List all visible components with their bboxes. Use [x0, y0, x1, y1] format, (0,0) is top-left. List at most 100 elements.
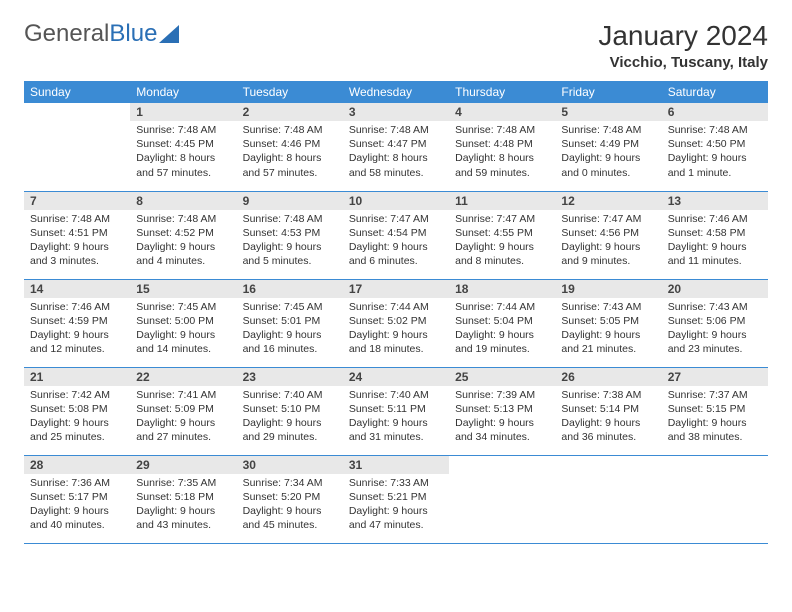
- calendar-day-cell: [24, 103, 130, 191]
- day-details: Sunrise: 7:43 AMSunset: 5:06 PMDaylight:…: [662, 298, 768, 361]
- calendar-day-cell: 4Sunrise: 7:48 AMSunset: 4:48 PMDaylight…: [449, 103, 555, 191]
- weekday-header: Tuesday: [237, 81, 343, 103]
- day-details: Sunrise: 7:35 AMSunset: 5:18 PMDaylight:…: [130, 474, 236, 537]
- day-number: 25: [449, 368, 555, 386]
- logo-triangle-icon: [159, 25, 179, 43]
- weekday-header: Saturday: [662, 81, 768, 103]
- calendar-week-row: 14Sunrise: 7:46 AMSunset: 4:59 PMDayligh…: [24, 279, 768, 367]
- day-details: Sunrise: 7:48 AMSunset: 4:48 PMDaylight:…: [449, 121, 555, 184]
- day-number: 24: [343, 368, 449, 386]
- day-number: 1: [130, 103, 236, 121]
- calendar-day-cell: 7Sunrise: 7:48 AMSunset: 4:51 PMDaylight…: [24, 191, 130, 279]
- day-details: Sunrise: 7:48 AMSunset: 4:47 PMDaylight:…: [343, 121, 449, 184]
- weekday-header: Thursday: [449, 81, 555, 103]
- logo-text-2: Blue: [109, 20, 157, 48]
- calendar-day-cell: 17Sunrise: 7:44 AMSunset: 5:02 PMDayligh…: [343, 279, 449, 367]
- calendar-day-cell: 9Sunrise: 7:48 AMSunset: 4:53 PMDaylight…: [237, 191, 343, 279]
- calendar-day-cell: 16Sunrise: 7:45 AMSunset: 5:01 PMDayligh…: [237, 279, 343, 367]
- calendar-body: 1Sunrise: 7:48 AMSunset: 4:45 PMDaylight…: [24, 103, 768, 543]
- day-number: 3: [343, 103, 449, 121]
- weekday-header: Friday: [555, 81, 661, 103]
- day-number: 9: [237, 192, 343, 210]
- logo-text-1: General: [24, 20, 109, 48]
- day-details: Sunrise: 7:48 AMSunset: 4:50 PMDaylight:…: [662, 121, 768, 184]
- calendar-day-cell: 27Sunrise: 7:37 AMSunset: 5:15 PMDayligh…: [662, 367, 768, 455]
- day-number: 14: [24, 280, 130, 298]
- calendar-day-cell: 11Sunrise: 7:47 AMSunset: 4:55 PMDayligh…: [449, 191, 555, 279]
- calendar-day-cell: 20Sunrise: 7:43 AMSunset: 5:06 PMDayligh…: [662, 279, 768, 367]
- calendar-day-cell: 28Sunrise: 7:36 AMSunset: 5:17 PMDayligh…: [24, 455, 130, 543]
- day-number: 2: [237, 103, 343, 121]
- calendar-day-cell: [449, 455, 555, 543]
- calendar-day-cell: 21Sunrise: 7:42 AMSunset: 5:08 PMDayligh…: [24, 367, 130, 455]
- day-details: Sunrise: 7:42 AMSunset: 5:08 PMDaylight:…: [24, 386, 130, 449]
- day-number: 31: [343, 456, 449, 474]
- day-number: 30: [237, 456, 343, 474]
- day-number: 27: [662, 368, 768, 386]
- calendar-day-cell: 18Sunrise: 7:44 AMSunset: 5:04 PMDayligh…: [449, 279, 555, 367]
- calendar-day-cell: 2Sunrise: 7:48 AMSunset: 4:46 PMDaylight…: [237, 103, 343, 191]
- calendar-week-row: 7Sunrise: 7:48 AMSunset: 4:51 PMDaylight…: [24, 191, 768, 279]
- calendar-day-cell: 15Sunrise: 7:45 AMSunset: 5:00 PMDayligh…: [130, 279, 236, 367]
- day-number: 15: [130, 280, 236, 298]
- calendar-day-cell: 23Sunrise: 7:40 AMSunset: 5:10 PMDayligh…: [237, 367, 343, 455]
- calendar-day-cell: 3Sunrise: 7:48 AMSunset: 4:47 PMDaylight…: [343, 103, 449, 191]
- title-block: January 2024 Vicchio, Tuscany, Italy: [598, 20, 768, 71]
- day-details: Sunrise: 7:44 AMSunset: 5:02 PMDaylight:…: [343, 298, 449, 361]
- calendar-day-cell: 25Sunrise: 7:39 AMSunset: 5:13 PMDayligh…: [449, 367, 555, 455]
- day-number: 28: [24, 456, 130, 474]
- day-details: Sunrise: 7:48 AMSunset: 4:46 PMDaylight:…: [237, 121, 343, 184]
- day-details: Sunrise: 7:45 AMSunset: 5:00 PMDaylight:…: [130, 298, 236, 361]
- day-details: Sunrise: 7:46 AMSunset: 4:58 PMDaylight:…: [662, 210, 768, 273]
- day-details: Sunrise: 7:34 AMSunset: 5:20 PMDaylight:…: [237, 474, 343, 537]
- day-number: 12: [555, 192, 661, 210]
- calendar-table: SundayMondayTuesdayWednesdayThursdayFrid…: [24, 81, 768, 544]
- day-number: 22: [130, 368, 236, 386]
- calendar-day-cell: [555, 455, 661, 543]
- calendar-week-row: 28Sunrise: 7:36 AMSunset: 5:17 PMDayligh…: [24, 455, 768, 543]
- calendar-day-cell: 10Sunrise: 7:47 AMSunset: 4:54 PMDayligh…: [343, 191, 449, 279]
- day-details: Sunrise: 7:48 AMSunset: 4:45 PMDaylight:…: [130, 121, 236, 184]
- day-details: Sunrise: 7:44 AMSunset: 5:04 PMDaylight:…: [449, 298, 555, 361]
- day-number: 13: [662, 192, 768, 210]
- day-details: Sunrise: 7:47 AMSunset: 4:56 PMDaylight:…: [555, 210, 661, 273]
- calendar-day-cell: 8Sunrise: 7:48 AMSunset: 4:52 PMDaylight…: [130, 191, 236, 279]
- day-details: Sunrise: 7:40 AMSunset: 5:10 PMDaylight:…: [237, 386, 343, 449]
- day-number: 23: [237, 368, 343, 386]
- day-number: 8: [130, 192, 236, 210]
- day-number: 4: [449, 103, 555, 121]
- day-number: 21: [24, 368, 130, 386]
- day-number: 10: [343, 192, 449, 210]
- day-number: 11: [449, 192, 555, 210]
- day-details: Sunrise: 7:39 AMSunset: 5:13 PMDaylight:…: [449, 386, 555, 449]
- calendar-day-cell: 12Sunrise: 7:47 AMSunset: 4:56 PMDayligh…: [555, 191, 661, 279]
- calendar-day-cell: 24Sunrise: 7:40 AMSunset: 5:11 PMDayligh…: [343, 367, 449, 455]
- day-details: Sunrise: 7:40 AMSunset: 5:11 PMDaylight:…: [343, 386, 449, 449]
- location: Vicchio, Tuscany, Italy: [598, 54, 768, 71]
- day-details: Sunrise: 7:48 AMSunset: 4:52 PMDaylight:…: [130, 210, 236, 273]
- day-number: 18: [449, 280, 555, 298]
- day-number: 26: [555, 368, 661, 386]
- month-title: January 2024: [598, 20, 768, 52]
- day-details: Sunrise: 7:47 AMSunset: 4:54 PMDaylight:…: [343, 210, 449, 273]
- calendar-week-row: 21Sunrise: 7:42 AMSunset: 5:08 PMDayligh…: [24, 367, 768, 455]
- day-details: Sunrise: 7:45 AMSunset: 5:01 PMDaylight:…: [237, 298, 343, 361]
- weekday-header-row: SundayMondayTuesdayWednesdayThursdayFrid…: [24, 81, 768, 103]
- weekday-header: Monday: [130, 81, 236, 103]
- calendar-day-cell: [662, 455, 768, 543]
- calendar-day-cell: 13Sunrise: 7:46 AMSunset: 4:58 PMDayligh…: [662, 191, 768, 279]
- day-number: 20: [662, 280, 768, 298]
- day-number: 29: [130, 456, 236, 474]
- day-details: Sunrise: 7:36 AMSunset: 5:17 PMDaylight:…: [24, 474, 130, 537]
- weekday-header: Sunday: [24, 81, 130, 103]
- calendar-day-cell: 6Sunrise: 7:48 AMSunset: 4:50 PMDaylight…: [662, 103, 768, 191]
- calendar-day-cell: 31Sunrise: 7:33 AMSunset: 5:21 PMDayligh…: [343, 455, 449, 543]
- day-number: 5: [555, 103, 661, 121]
- calendar-week-row: 1Sunrise: 7:48 AMSunset: 4:45 PMDaylight…: [24, 103, 768, 191]
- day-number: 6: [662, 103, 768, 121]
- day-details: Sunrise: 7:33 AMSunset: 5:21 PMDaylight:…: [343, 474, 449, 537]
- day-details: Sunrise: 7:46 AMSunset: 4:59 PMDaylight:…: [24, 298, 130, 361]
- calendar-day-cell: 5Sunrise: 7:48 AMSunset: 4:49 PMDaylight…: [555, 103, 661, 191]
- day-details: Sunrise: 7:48 AMSunset: 4:51 PMDaylight:…: [24, 210, 130, 273]
- day-details: Sunrise: 7:41 AMSunset: 5:09 PMDaylight:…: [130, 386, 236, 449]
